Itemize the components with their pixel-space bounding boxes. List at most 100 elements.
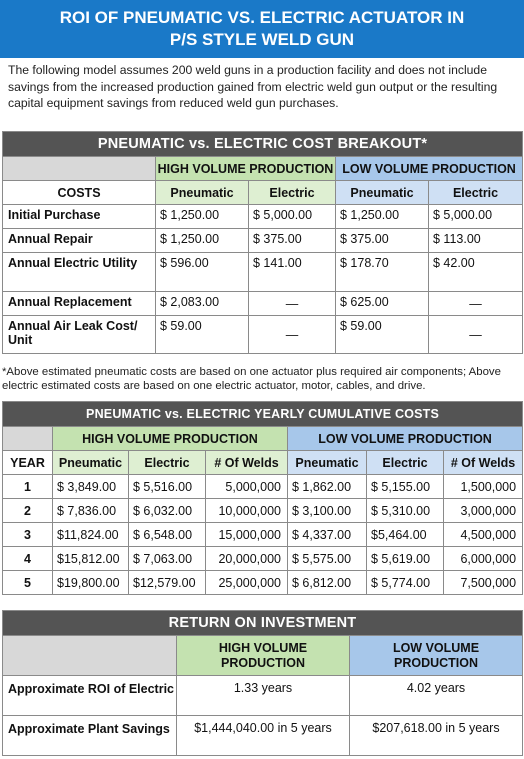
- table-row: Annual Air Leak Cost/ Unit $ 59.00 — $ 5…: [2, 315, 524, 354]
- row-label: Annual Electric Utility: [2, 252, 156, 292]
- cell-value: —: [248, 291, 336, 316]
- cell-value: $ 141.00: [248, 252, 336, 292]
- year-header: YEAR: [2, 450, 53, 475]
- cell-value: $ 1,862.00: [287, 474, 367, 499]
- cell-value: $ 42.00: [427, 252, 524, 292]
- cell-value: $ 5,575.00: [287, 546, 367, 571]
- low-volume-header: LOW VOLUME PRODUCTION: [334, 156, 524, 181]
- footnote: *Above estimated pneumatic costs are bas…: [2, 366, 501, 392]
- cell-value: $ 1,250.00: [155, 228, 249, 253]
- blank-cell: [2, 635, 177, 676]
- table-row: Approximate Plant Savings $1,444,040.00 …: [2, 715, 523, 756]
- title-line-1: ROI OF PNEUMATIC VS. ELECTRIC ACTUATOR I…: [59, 8, 465, 27]
- cell-value: $1,444,040.00 in 5 years: [176, 715, 350, 756]
- cell-value: $ 375.00: [248, 228, 336, 253]
- cost-breakout-table: PNEUMATIC vs. ELECTRIC COST BREAKOUT* HI…: [1, 131, 524, 354]
- high-volume-header: HIGH VOLUME PRODUCTION: [52, 426, 288, 451]
- title-line-2: P/S STYLE WELD GUN: [169, 30, 355, 49]
- col-pneumatic-hv: Pneumatic: [52, 450, 129, 475]
- year-cell: 5: [2, 570, 53, 595]
- cell-value: $ 2,083.00: [155, 291, 249, 316]
- row-label: Annual Replacement: [2, 291, 156, 316]
- cell-value: —: [248, 315, 336, 354]
- year-cell: 3: [2, 522, 53, 547]
- cell-value: $19,800.00: [52, 570, 129, 595]
- cell-value: 25,000,000: [205, 570, 288, 595]
- cell-value: $ 3,849.00: [52, 474, 129, 499]
- cell-value: 15,000,000: [205, 522, 288, 547]
- table-row: Annual Electric Utility $ 596.00 $ 141.0…: [2, 252, 524, 292]
- cell-value: 3,000,000: [442, 498, 524, 523]
- table-row: Approximate ROI of Electric 1.33 years 4…: [2, 675, 523, 716]
- table-row: 5 $19,800.00 $12,579.00 25,000,000 $ 6,8…: [2, 570, 524, 595]
- cell-value: —: [427, 291, 524, 316]
- row-label: Initial Purchase: [2, 204, 156, 229]
- cell-value: $15,812.00: [52, 546, 129, 571]
- blank-cell: [2, 156, 156, 181]
- cell-value: $ 375.00: [335, 228, 429, 253]
- roi-table: RETURN ON INVESTMENT HIGH VOLUME PRODUCT…: [2, 610, 523, 756]
- cell-value: $ 3,100.00: [287, 498, 367, 523]
- col-pneumatic-hv: Pneumatic: [155, 180, 249, 205]
- cell-value: $207,618.00 in 5 years: [349, 715, 523, 756]
- table-row: 2 $ 7,836.00 $ 6,032.00 10,000,000 $ 3,1…: [2, 498, 524, 523]
- row-label: Annual Air Leak Cost/ Unit: [2, 315, 156, 354]
- cell-value: $ 1,250.00: [335, 204, 429, 229]
- cumulative-costs-table: PNEUMATIC vs. ELECTRIC YEARLY CUMULATIVE…: [1, 401, 524, 595]
- cell-value: 4,500,000: [442, 522, 524, 547]
- roi-banner: RETURN ON INVESTMENT: [2, 610, 523, 636]
- year-cell: 1: [2, 474, 53, 499]
- year-cell: 4: [2, 546, 53, 571]
- cell-value: $ 178.70: [335, 252, 429, 292]
- cell-value: 4.02 years: [349, 675, 523, 716]
- table-row: Annual Repair $ 1,250.00 $ 375.00 $ 375.…: [2, 228, 524, 253]
- cell-value: $ 6,032.00: [128, 498, 206, 523]
- low-volume-header: LOW VOLUME PRODUCTION: [286, 426, 524, 451]
- table-row: 1 $ 3,849.00 $ 5,516.00 5,000,000 $ 1,86…: [2, 474, 524, 499]
- table-row: 4 $15,812.00 $ 7,063.00 20,000,000 $ 5,5…: [2, 546, 524, 571]
- row-label: Approximate Plant Savings: [2, 715, 177, 756]
- cell-value: $ 6,812.00: [287, 570, 367, 595]
- col-pneumatic-lv: Pneumatic: [287, 450, 367, 475]
- cell-value: $5,464.00: [366, 522, 444, 547]
- row-label: Approximate ROI of Electric: [2, 675, 177, 716]
- cost-breakout-banner: PNEUMATIC vs. ELECTRIC COST BREAKOUT*: [1, 131, 524, 157]
- cell-value: $ 1,250.00: [155, 204, 249, 229]
- cell-value: $ 596.00: [155, 252, 249, 292]
- cell-value: $ 5,310.00: [366, 498, 444, 523]
- cell-value: $ 5,774.00: [366, 570, 444, 595]
- cell-value: $ 59.00: [335, 315, 429, 354]
- col-electric-hv: Electric: [248, 180, 336, 205]
- cell-value: $ 625.00: [335, 291, 429, 316]
- cell-value: $ 7,063.00: [128, 546, 206, 571]
- cell-value: $ 59.00: [155, 315, 249, 354]
- cell-value: $ 113.00: [427, 228, 524, 253]
- cumulative-banner: PNEUMATIC vs. ELECTRIC YEARLY CUMULATIVE…: [1, 401, 524, 427]
- blank-cell: [2, 426, 53, 451]
- col-welds-hv: # Of Welds: [205, 450, 288, 475]
- cell-value: $ 5,000.00: [427, 204, 524, 229]
- cell-value: $ 7,836.00: [52, 498, 129, 523]
- cell-value: $12,579.00: [128, 570, 206, 595]
- cell-value: 7,500,000: [442, 570, 524, 595]
- col-electric-lv: Electric: [427, 180, 524, 205]
- cell-value: 10,000,000: [205, 498, 288, 523]
- cell-value: 6,000,000: [442, 546, 524, 571]
- table-row: 3 $11,824.00 $ 6,548.00 15,000,000 $ 4,3…: [2, 522, 524, 547]
- cell-value: —: [427, 315, 524, 354]
- cell-value: 5,000,000: [205, 474, 288, 499]
- cell-value: $ 5,155.00: [366, 474, 444, 499]
- col-electric-lv: Electric: [366, 450, 444, 475]
- cell-value: $ 4,337.00: [287, 522, 367, 547]
- low-volume-header: LOW VOLUME PRODUCTION: [349, 635, 523, 676]
- cell-value: $ 5,000.00: [248, 204, 336, 229]
- document-title: ROI OF PNEUMATIC VS. ELECTRIC ACTUATOR I…: [0, 0, 524, 58]
- cell-value: 1.33 years: [176, 675, 350, 716]
- cell-value: 1,500,000: [442, 474, 524, 499]
- table-row: Annual Replacement $ 2,083.00 — $ 625.00…: [2, 291, 524, 316]
- year-cell: 2: [2, 498, 53, 523]
- col-electric-hv: Electric: [128, 450, 206, 475]
- cell-value: $ 6,548.00: [128, 522, 206, 547]
- col-welds-lv: # Of Welds: [442, 450, 524, 475]
- high-volume-header: HIGH VOLUME PRODUCTION: [176, 635, 350, 676]
